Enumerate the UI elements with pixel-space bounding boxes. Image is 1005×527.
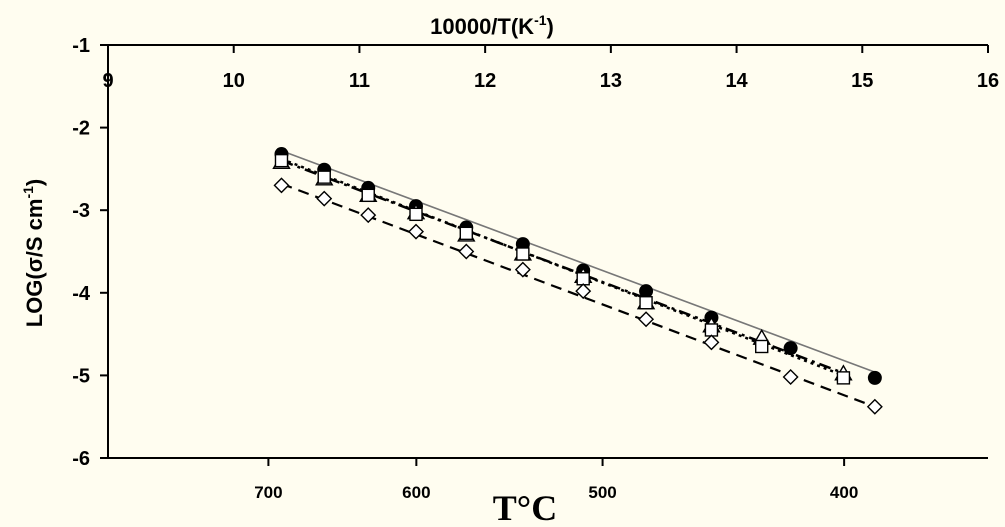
top-x-axis-title: 10000/T(K-1) [430, 12, 554, 39]
y-axis-title: LOG(σ/S cm-1) [20, 179, 47, 328]
bottom-x-tick-label: 600 [402, 483, 430, 502]
data-point-open-square [516, 247, 530, 261]
data-points [272, 147, 883, 415]
data-point-open-diamond [782, 369, 799, 386]
data-point-open-diamond [703, 334, 720, 351]
y-tick-label: -1 [72, 35, 90, 57]
data-point-open-diamond [575, 283, 592, 300]
top-x-tick-label: 13 [600, 70, 622, 92]
plot-axes [100, 44, 989, 466]
data-point-open-diamond [638, 311, 655, 328]
data-point-filled-circle [867, 370, 882, 385]
data-point-open-diamond [408, 223, 424, 240]
y-tick-label: -6 [72, 448, 90, 470]
data-point-filled-circle [639, 284, 654, 299]
data-point-open-square [409, 207, 423, 222]
data-point-open-diamond [316, 190, 333, 207]
data-point-open-diamond [360, 207, 377, 224]
data-point-open-square [576, 272, 590, 286]
data-point-open-square [639, 296, 653, 310]
top-x-tick-label: 9 [102, 70, 113, 92]
data-point-open-square [361, 188, 375, 203]
tick-labels: -1 -2 -3 -4 -5 -6 9 10 11 12 13 14 15 16 700 600 500 400 [72, 35, 999, 502]
top-x-tick-label: 15 [851, 70, 873, 92]
fit-line-solid-thin [281, 149, 876, 373]
y-tick-label: -3 [72, 200, 90, 222]
data-point-open-diamond [514, 261, 531, 278]
fit-lines [281, 149, 876, 408]
bottom-x-axis-title: T°C [493, 488, 557, 527]
fit-line-dash-dot [281, 159, 851, 377]
top-x-tick-label: 10 [223, 70, 245, 92]
top-x-tick-label: 14 [725, 70, 748, 92]
bottom-x-tick-label: 700 [254, 483, 282, 502]
top-x-tick-label: 11 [349, 70, 370, 92]
top-x-tick-label: 16 [977, 70, 999, 92]
data-point-open-square [274, 153, 289, 168]
data-point-open-square [755, 339, 769, 354]
bottom-x-tick-label: 500 [588, 483, 616, 502]
data-point-open-square [317, 170, 331, 184]
data-point-filled-circle [783, 341, 798, 356]
svg-text:LOG(σ/S cm-1): LOG(σ/S cm-1) [20, 179, 47, 328]
top-x-tick-label: 12 [474, 70, 496, 92]
data-point-open-square [704, 323, 719, 337]
data-point-open-square [836, 371, 851, 385]
y-tick-label: -5 [72, 365, 90, 387]
bottom-x-tick-label: 400 [830, 483, 858, 502]
data-point-open-diamond [273, 177, 290, 194]
y-tick-label: -2 [72, 118, 90, 140]
fit-line-dashed [281, 182, 876, 408]
data-point-open-square [459, 226, 473, 241]
data-point-open-diamond [458, 243, 475, 260]
data-point-open-diamond [866, 398, 883, 415]
y-tick-label: -4 [72, 283, 91, 305]
